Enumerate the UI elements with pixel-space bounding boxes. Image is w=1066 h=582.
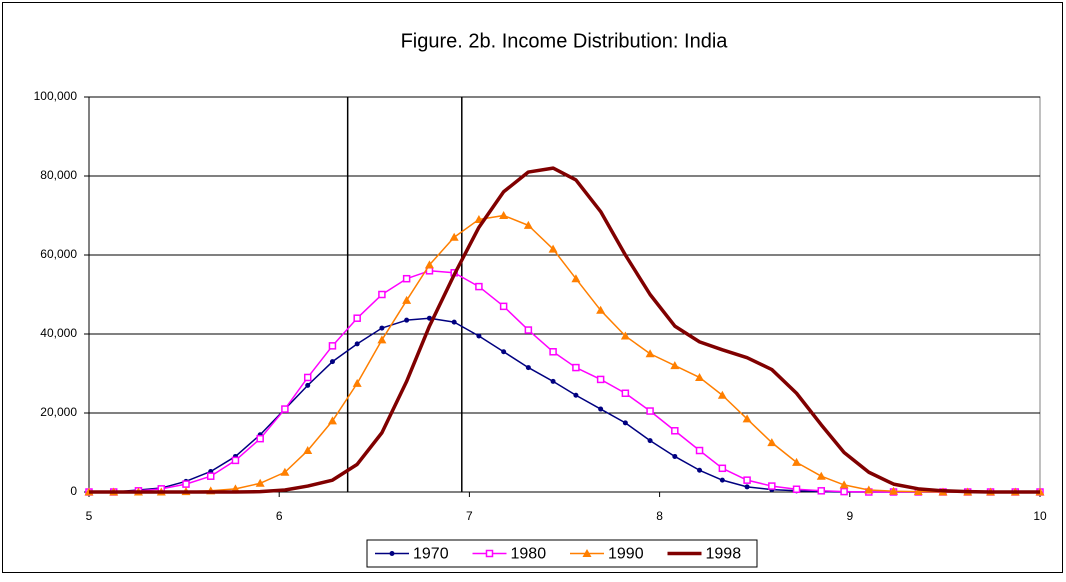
data-point [571, 274, 581, 283]
data-point [255, 478, 265, 487]
data-point [353, 314, 361, 322]
y-tick-label: 60,000 [40, 247, 77, 261]
y-tick-label: 0 [70, 484, 77, 498]
legend-marker [389, 551, 395, 556]
series-line [89, 166, 1040, 494]
data-point [768, 482, 776, 490]
data-point [621, 389, 630, 397]
data-point [695, 372, 705, 381]
data-point [377, 335, 387, 344]
data-point [280, 467, 290, 476]
x-tick-label: 7 [466, 509, 473, 523]
data-point [744, 484, 750, 490]
data-point [767, 438, 777, 447]
data-point [231, 456, 240, 465]
data-point [671, 427, 679, 435]
data-point [839, 480, 849, 489]
y-tick-label: 80,000 [40, 168, 77, 182]
data-point [354, 341, 360, 347]
data-point [352, 378, 362, 387]
data-point [646, 407, 654, 415]
data-point [475, 282, 483, 291]
data-point [695, 446, 704, 455]
data-point [379, 325, 385, 331]
series-line [89, 214, 1040, 493]
x-tick-label: 5 [86, 509, 93, 523]
data-point [792, 485, 801, 493]
data-point [523, 220, 533, 229]
chart-title: Figure. 2b. Income Distribution: India [401, 30, 729, 52]
data-point [402, 295, 412, 304]
data-point [328, 342, 337, 350]
data-point [281, 405, 289, 413]
data-point [718, 464, 727, 473]
data-point [670, 361, 680, 370]
legend-marker [582, 549, 592, 557]
data-point [697, 467, 703, 473]
y-tick-label: 20,000 [40, 405, 77, 419]
data-point [548, 244, 558, 253]
data-point [550, 378, 556, 384]
x-tick-label: 10 [1033, 509, 1047, 523]
data-point [742, 414, 752, 423]
x-tick-label: 9 [846, 509, 853, 523]
data-point [424, 260, 434, 269]
data-point [717, 390, 727, 399]
data-point [622, 420, 628, 426]
legend-marker [485, 549, 494, 558]
data-point [426, 315, 432, 321]
data-point [206, 472, 215, 480]
y-tick-label: 100,000 [34, 89, 78, 103]
data-point [476, 333, 482, 339]
data-point [501, 349, 507, 355]
data-point [474, 214, 484, 223]
data-point [816, 471, 826, 480]
data-point [647, 438, 653, 444]
data-point [572, 363, 580, 372]
data-point [864, 485, 874, 494]
data-point [889, 486, 899, 495]
data-point [817, 487, 826, 495]
plot-area [88, 96, 1041, 493]
data-point [840, 487, 848, 496]
data-point [402, 274, 411, 283]
data-point [524, 326, 533, 334]
data-point [719, 477, 725, 483]
data-point [499, 211, 509, 219]
data-point [303, 373, 312, 382]
data-point [525, 365, 531, 371]
data-point [499, 302, 508, 311]
data-point [182, 480, 190, 488]
data-point [549, 348, 557, 356]
y-tick-label: 40,000 [40, 326, 77, 340]
legend-label: 1990 [608, 546, 644, 563]
data-point [743, 476, 751, 484]
legend-label: 1980 [511, 546, 547, 563]
data-point [913, 487, 923, 496]
data-point [620, 331, 630, 340]
data-point [378, 290, 386, 299]
data-point [645, 349, 655, 358]
data-point [672, 453, 678, 459]
data-point [596, 375, 605, 384]
legend-label: 1998 [706, 546, 742, 563]
series-line [89, 270, 1040, 493]
data-point [327, 416, 337, 425]
x-tick-label: 6 [276, 509, 283, 523]
data-point [303, 446, 313, 455]
data-point [305, 382, 311, 388]
data-point [792, 457, 802, 466]
data-point [596, 305, 606, 314]
data-point [449, 232, 459, 241]
data-point [573, 392, 579, 398]
x-tick-label: 8 [656, 509, 663, 523]
legend-label: 1970 [413, 546, 449, 563]
data-point [451, 319, 457, 325]
data-point [329, 359, 335, 365]
data-point [598, 406, 604, 412]
data-point [256, 434, 264, 443]
data-point [404, 317, 410, 323]
